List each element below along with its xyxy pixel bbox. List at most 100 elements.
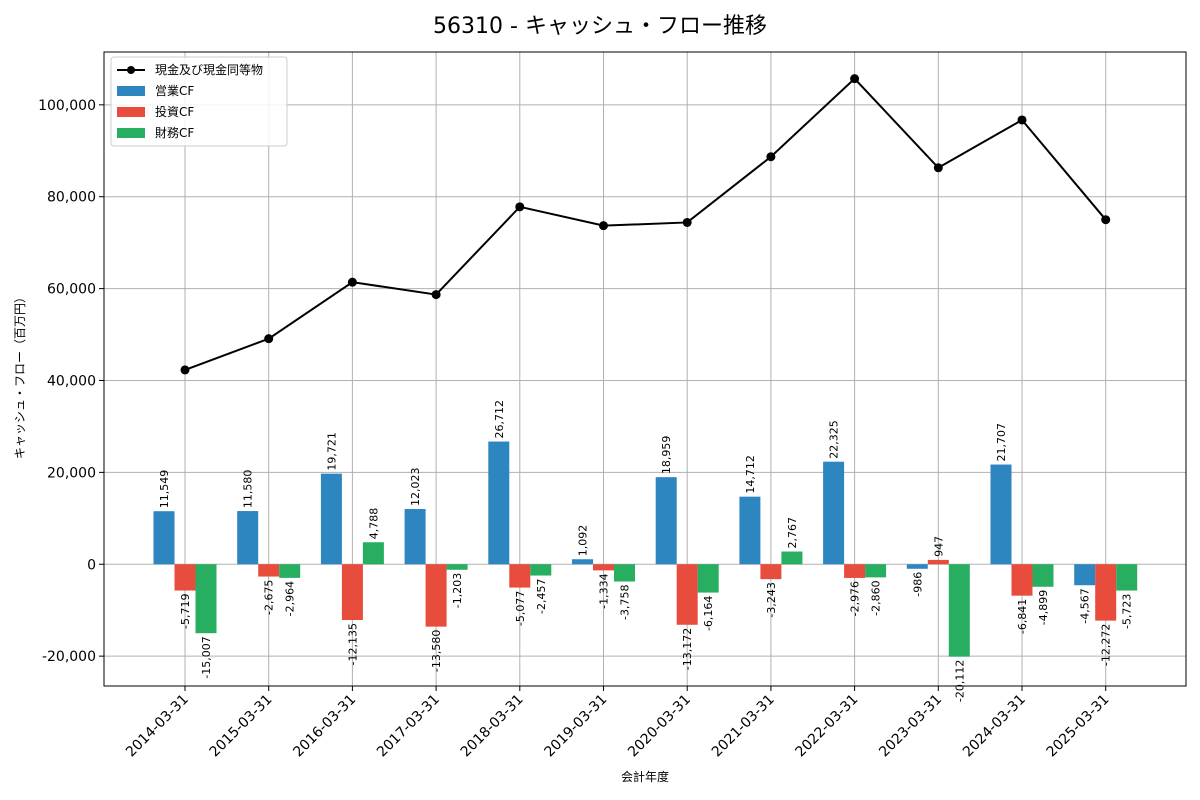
bar <box>530 564 552 576</box>
data-label: -6,841 <box>1016 599 1029 634</box>
cash-point <box>850 74 860 84</box>
data-label: -13,580 <box>430 630 443 672</box>
data-label: -1,203 <box>451 573 464 608</box>
bar <box>614 564 635 582</box>
bar <box>823 461 845 565</box>
data-label: 21,707 <box>995 423 1008 462</box>
data-label: 4,788 <box>367 508 380 540</box>
bar <box>279 564 301 578</box>
data-label: -3,758 <box>619 585 632 620</box>
bar <box>655 477 677 565</box>
data-label: 22,325 <box>828 420 841 459</box>
x-tick-label: 2015-03-31 <box>207 692 276 761</box>
y-axis-label: キャッシュ・フロー（百万円） <box>13 291 27 459</box>
data-label: -4,567 <box>1079 588 1092 623</box>
bar <box>258 564 280 577</box>
bar <box>927 559 949 565</box>
data-label: 2,767 <box>786 517 799 549</box>
bar <box>760 564 782 580</box>
cash-point <box>682 217 692 227</box>
bar <box>781 551 803 565</box>
cash-point <box>431 290 441 300</box>
data-label: -5,719 <box>179 594 192 629</box>
bar <box>990 464 1012 565</box>
bar <box>153 511 175 565</box>
cash-point <box>180 365 190 375</box>
legend-label: 投資CF <box>155 104 194 119</box>
data-label: 12,023 <box>409 468 422 507</box>
bar <box>404 509 426 565</box>
bar <box>906 564 928 569</box>
x-tick-label: 2021-03-31 <box>709 692 778 761</box>
y-tick-label: 80,000 <box>47 190 96 206</box>
data-label: 18,959 <box>660 436 673 475</box>
x-tick-label: 2016-03-31 <box>290 692 359 761</box>
bar <box>341 564 363 621</box>
x-axis-label: 会計年度 <box>621 769 669 784</box>
legend-swatch-marker <box>127 66 135 74</box>
data-label: -4,899 <box>1037 590 1050 625</box>
data-labels: 11,549 11,580 19,721 12,023 26,712 1,092 18,95… <box>158 400 1134 702</box>
data-label: -2,964 <box>284 581 297 616</box>
legend-label: 現金及び現金同等物 <box>155 62 263 77</box>
bar <box>572 559 593 565</box>
bar <box>195 564 217 634</box>
cash-point <box>264 334 274 344</box>
y-tick-label: -20,000 <box>42 649 96 665</box>
bar <box>739 496 761 565</box>
data-label: -13,172 <box>681 628 694 670</box>
bar <box>1116 564 1138 591</box>
bar <box>174 564 196 591</box>
data-label: -3,243 <box>765 582 778 617</box>
bar <box>1095 564 1117 621</box>
data-label: -5,723 <box>1121 594 1134 629</box>
x-tick-label: 2023-03-31 <box>876 692 945 761</box>
y-tick-label: 20,000 <box>47 465 96 481</box>
data-label: 19,721 <box>325 432 338 471</box>
bar <box>362 542 384 565</box>
cash-point <box>347 277 357 287</box>
cash-point <box>766 152 776 162</box>
y-tick-label: 100,000 <box>38 98 96 114</box>
bar <box>865 564 887 578</box>
data-label: -6,164 <box>702 596 715 631</box>
bar <box>1074 564 1096 586</box>
plot-frame <box>103 51 1187 687</box>
data-label: 947 <box>932 536 945 557</box>
bar <box>446 564 468 570</box>
cash-point <box>1017 115 1027 125</box>
cash-point <box>599 221 608 231</box>
legend-label: 財務CF <box>155 125 194 140</box>
bar <box>488 441 510 565</box>
bar <box>237 511 259 565</box>
data-label: -12,135 <box>346 623 359 665</box>
bar <box>509 564 531 588</box>
legend-label: 営業CF <box>155 84 194 98</box>
data-label: -2,457 <box>535 579 548 614</box>
x-tick-label: 2019-03-31 <box>541 692 610 761</box>
x-tick-label: 2025-03-31 <box>1044 692 1113 761</box>
data-label: -1,334 <box>598 573 611 608</box>
bar <box>844 564 866 578</box>
bar <box>697 564 719 593</box>
bars <box>153 441 1138 657</box>
legend-swatch <box>117 86 145 96</box>
data-label: 14,712 <box>744 455 757 494</box>
x-tick-label: 2014-03-31 <box>123 692 192 761</box>
chart-title: 56310 - キャッシュ・フロー推移 <box>433 14 767 39</box>
data-label: -20,112 <box>953 660 966 702</box>
x-tick-label: 2024-03-31 <box>960 692 1029 761</box>
legend-swatch <box>117 128 145 138</box>
bar <box>320 473 342 565</box>
cash-line-path <box>184 77 1107 371</box>
x-tick-label: 2022-03-31 <box>793 692 862 761</box>
data-label: -12,272 <box>1100 624 1113 666</box>
x-tick-label: 2018-03-31 <box>458 692 527 761</box>
y-tick-label: 40,000 <box>47 373 96 389</box>
data-label: 26,712 <box>493 400 506 439</box>
data-label: -5,077 <box>514 591 527 626</box>
data-label: -2,976 <box>849 581 862 616</box>
cash-point <box>515 202 525 212</box>
